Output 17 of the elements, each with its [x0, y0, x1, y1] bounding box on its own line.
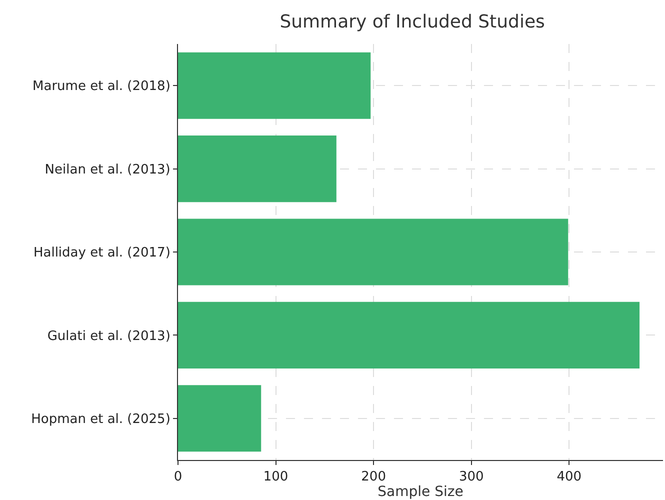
y-tick-label: Neilan et al. (2013): [44, 162, 170, 178]
x-tick-label: 200: [361, 470, 386, 485]
x-tick-label: 400: [556, 470, 582, 485]
bar: [178, 218, 568, 286]
bar: [178, 136, 336, 202]
chart-title: Summary of Included Studies: [280, 12, 545, 33]
y-tick-label: Gulati et al. (2013): [47, 328, 170, 344]
x-tick-label: 100: [263, 470, 288, 485]
x-tick-label: 300: [458, 470, 484, 485]
x-tick-label: 0: [174, 470, 182, 485]
x-axis-title: Sample Size: [378, 484, 464, 500]
bar: [178, 52, 371, 119]
bar: [178, 302, 640, 368]
y-tick-label: Halliday et al. (2017): [33, 246, 170, 261]
y-tick-label: Hopman et al. (2025): [31, 412, 170, 427]
bar: [178, 385, 262, 452]
y-tick-label: Marume et al. (2018): [32, 79, 170, 94]
